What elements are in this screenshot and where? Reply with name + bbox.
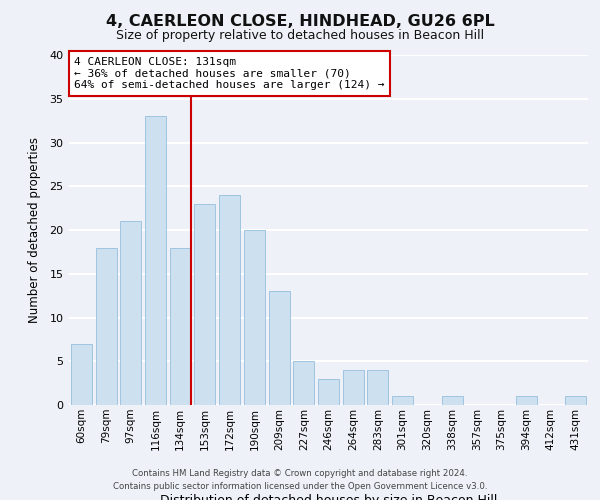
Bar bbox=[516, 396, 537, 405]
Bar bbox=[442, 396, 463, 405]
Bar bbox=[343, 370, 364, 405]
Bar bbox=[318, 379, 339, 405]
Y-axis label: Number of detached properties: Number of detached properties bbox=[28, 137, 41, 323]
Bar bbox=[219, 195, 240, 405]
Bar bbox=[71, 344, 92, 405]
Bar bbox=[170, 248, 191, 405]
Bar bbox=[145, 116, 166, 405]
Bar bbox=[269, 291, 290, 405]
Bar bbox=[392, 396, 413, 405]
Text: 4, CAERLEON CLOSE, HINDHEAD, GU26 6PL: 4, CAERLEON CLOSE, HINDHEAD, GU26 6PL bbox=[106, 14, 494, 29]
Text: Size of property relative to detached houses in Beacon Hill: Size of property relative to detached ho… bbox=[116, 29, 484, 42]
Bar bbox=[293, 361, 314, 405]
Text: 4 CAERLEON CLOSE: 131sqm
← 36% of detached houses are smaller (70)
64% of semi-d: 4 CAERLEON CLOSE: 131sqm ← 36% of detach… bbox=[74, 57, 385, 90]
Bar bbox=[244, 230, 265, 405]
Text: Contains HM Land Registry data © Crown copyright and database right 2024.
Contai: Contains HM Land Registry data © Crown c… bbox=[113, 470, 487, 491]
X-axis label: Distribution of detached houses by size in Beacon Hill: Distribution of detached houses by size … bbox=[160, 494, 497, 500]
Bar bbox=[194, 204, 215, 405]
Bar bbox=[565, 396, 586, 405]
Bar bbox=[367, 370, 388, 405]
Bar bbox=[95, 248, 116, 405]
Bar bbox=[120, 221, 141, 405]
